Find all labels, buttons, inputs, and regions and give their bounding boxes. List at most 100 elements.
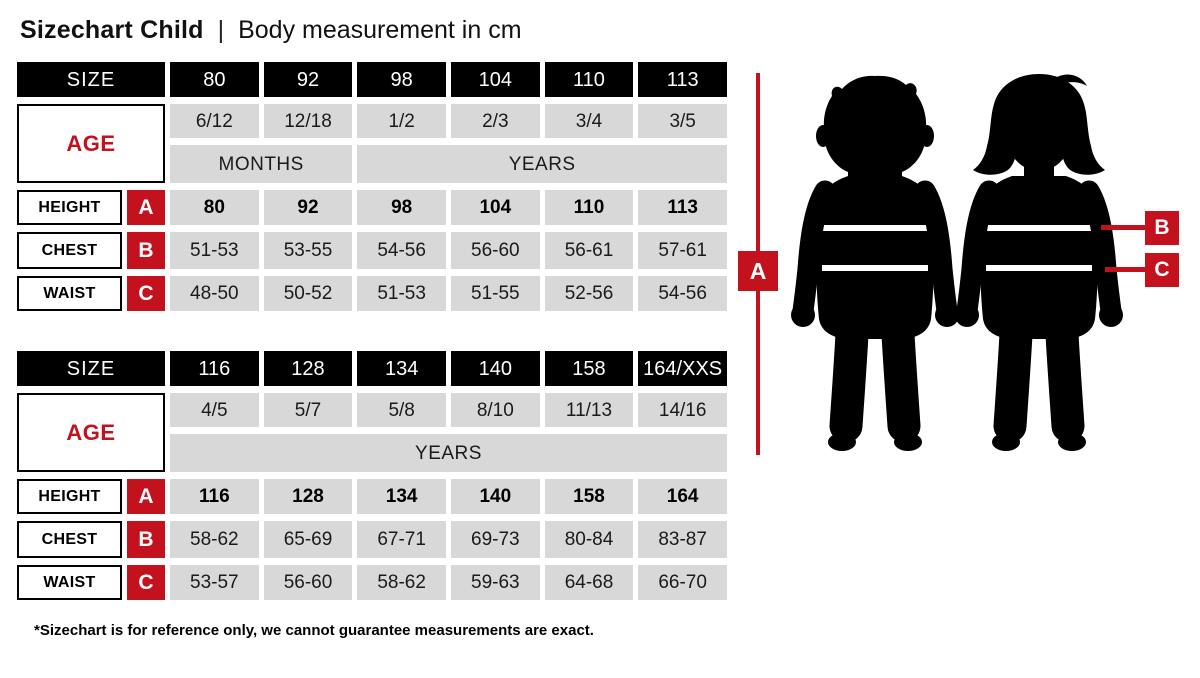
waist-cell: 51-53 bbox=[357, 276, 446, 311]
height-cell: 104 bbox=[450, 190, 540, 225]
age-label: AGE bbox=[17, 104, 165, 183]
chest-pointer-line bbox=[1101, 225, 1147, 230]
age-unit-cell: YEARS bbox=[170, 434, 727, 472]
marker-b-key: B bbox=[127, 232, 165, 269]
size-header-cell: 113 bbox=[638, 62, 727, 97]
age-cell: 1/2 bbox=[357, 104, 446, 138]
height-cell: 80 bbox=[170, 190, 259, 225]
height-cell: 134 bbox=[357, 479, 446, 514]
chest-cell: 54-56 bbox=[357, 232, 446, 269]
sizechart-page: Sizechart Child | Body measurement in cm… bbox=[0, 16, 1200, 678]
chest-cell: 53-55 bbox=[263, 232, 353, 269]
waist-cell: 59-63 bbox=[450, 565, 540, 600]
height-cell: 116 bbox=[170, 479, 259, 514]
sizechart-table-large: SIZE 116 128 134 140 158 164/XXS AGE 4/5 5/7 5/… bbox=[17, 351, 727, 600]
waist-cell: 64-68 bbox=[544, 565, 634, 600]
height-label: HEIGHT bbox=[17, 479, 122, 514]
waist-cell: 54-56 bbox=[638, 276, 727, 311]
age-cell: 11/13 bbox=[544, 393, 634, 427]
age-cell: 5/7 bbox=[263, 393, 353, 427]
age-cell: 4/5 bbox=[170, 393, 259, 427]
height-cell: 140 bbox=[450, 479, 540, 514]
chest-row-label: CHEST B bbox=[17, 232, 165, 269]
size-header-cell: 110 bbox=[544, 62, 634, 97]
height-cell: 158 bbox=[544, 479, 634, 514]
size-label: SIZE bbox=[17, 351, 165, 386]
size-header-cell: 98 bbox=[357, 62, 446, 97]
height-cell: 128 bbox=[263, 479, 353, 514]
age-cell: 8/10 bbox=[450, 393, 540, 427]
size-header-cell: 80 bbox=[170, 62, 259, 97]
waist-cell: 48-50 bbox=[170, 276, 259, 311]
chest-cell: 69-73 bbox=[450, 521, 540, 558]
chest-label: CHEST bbox=[17, 232, 122, 269]
waist-cell: 58-62 bbox=[357, 565, 446, 600]
marker-c-key: C bbox=[127, 565, 165, 600]
measurement-diagram: A bbox=[735, 71, 1195, 461]
waist-row-label: WAIST C bbox=[17, 276, 165, 311]
marker-a-key: A bbox=[127, 190, 165, 225]
chest-cell: 51-53 bbox=[170, 232, 259, 269]
age-cell: 12/18 bbox=[263, 104, 353, 138]
size-header-cell: 92 bbox=[263, 62, 353, 97]
chest-cell: 58-62 bbox=[170, 521, 259, 558]
marker-a-badge: A bbox=[738, 251, 778, 291]
size-header-cell: 164/XXS bbox=[638, 351, 727, 386]
chest-label: CHEST bbox=[17, 521, 122, 558]
page-header: Sizechart Child | Body measurement in cm bbox=[20, 16, 1200, 45]
size-header-cell: 104 bbox=[450, 62, 540, 97]
waist-cell: 52-56 bbox=[544, 276, 634, 311]
sizechart-tables: SIZE 80 92 98 104 110 113 AGE 6/12 12/18 1/2 2/3… bbox=[17, 62, 727, 639]
page-subtitle: Body measurement in cm bbox=[238, 16, 522, 44]
marker-c-badge: C bbox=[1145, 253, 1179, 287]
marker-b-badge: B bbox=[1145, 211, 1179, 245]
age-cell: 5/8 bbox=[357, 393, 446, 427]
chest-cell: 57-61 bbox=[638, 232, 727, 269]
waist-cell: 50-52 bbox=[263, 276, 353, 311]
size-header-cell: 128 bbox=[263, 351, 353, 386]
age-cell: 14/16 bbox=[638, 393, 727, 427]
age-label: AGE bbox=[17, 393, 165, 472]
girl-silhouette bbox=[955, 74, 1123, 451]
age-unit-cell: YEARS bbox=[357, 145, 727, 183]
waist-row-label: WAIST C bbox=[17, 565, 165, 600]
waist-label: WAIST bbox=[17, 276, 122, 311]
size-header-cell: 116 bbox=[170, 351, 259, 386]
marker-c-key: C bbox=[127, 276, 165, 311]
sizechart-table-small: SIZE 80 92 98 104 110 113 AGE 6/12 12/18 1/2 2/3… bbox=[17, 62, 727, 311]
chest-cell: 56-61 bbox=[544, 232, 634, 269]
height-cell: 113 bbox=[638, 190, 727, 225]
chest-row-label: CHEST B bbox=[17, 521, 165, 558]
chest-cell: 67-71 bbox=[357, 521, 446, 558]
size-header-cell: 158 bbox=[544, 351, 634, 386]
waist-cell: 51-55 bbox=[450, 276, 540, 311]
marker-b-key: B bbox=[127, 521, 165, 558]
waist-cell: 66-70 bbox=[638, 565, 727, 600]
waist-label: WAIST bbox=[17, 565, 122, 600]
chest-cell: 65-69 bbox=[263, 521, 353, 558]
waist-cell: 56-60 bbox=[263, 565, 353, 600]
age-unit-cell: MONTHS bbox=[170, 145, 353, 183]
chest-cell: 83-87 bbox=[638, 521, 727, 558]
title-separator: | bbox=[217, 16, 225, 44]
size-header-cell: 134 bbox=[357, 351, 446, 386]
size-label: SIZE bbox=[17, 62, 165, 97]
height-cell: 164 bbox=[638, 479, 727, 514]
height-cell: 98 bbox=[357, 190, 446, 225]
marker-a-key: A bbox=[127, 479, 165, 514]
size-header-cell: 140 bbox=[450, 351, 540, 386]
age-cell: 3/5 bbox=[638, 104, 727, 138]
height-row-label: HEIGHT A bbox=[17, 190, 165, 225]
waist-pointer-line bbox=[1105, 267, 1147, 272]
height-row-label: HEIGHT A bbox=[17, 479, 165, 514]
age-cell: 6/12 bbox=[170, 104, 259, 138]
waist-cell: 53-57 bbox=[170, 565, 259, 600]
age-cell: 3/4 bbox=[544, 104, 634, 138]
chest-cell: 56-60 bbox=[450, 232, 540, 269]
page-title: Sizechart Child bbox=[20, 16, 204, 44]
chest-cell: 80-84 bbox=[544, 521, 634, 558]
footnote: *Sizechart is for reference only, we can… bbox=[34, 622, 594, 639]
height-label: HEIGHT bbox=[17, 190, 122, 225]
boy-silhouette bbox=[791, 75, 959, 451]
age-cell: 2/3 bbox=[450, 104, 540, 138]
